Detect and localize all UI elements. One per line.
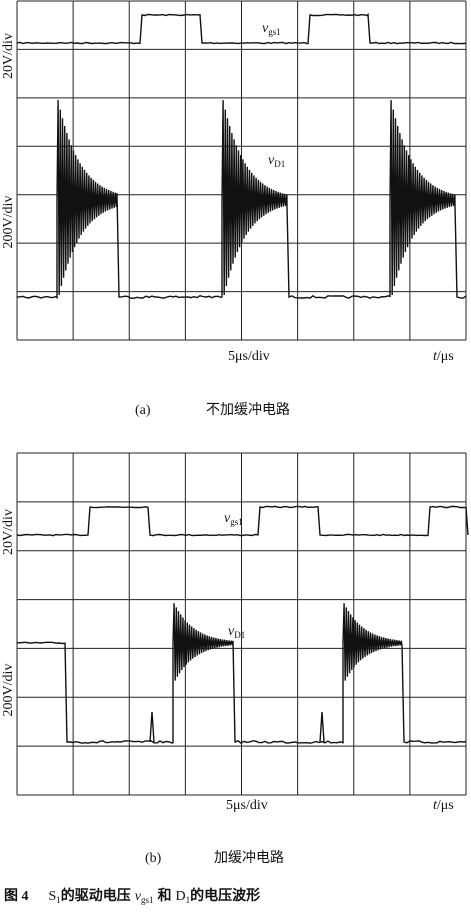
waveform — [16, 603, 467, 745]
y-scale-label: 20V/div — [1, 509, 16, 555]
signal-label: vD1 — [228, 624, 245, 640]
caption-run: 的驱动电压 — [61, 887, 131, 904]
waveforms — [16, 505, 469, 745]
waveform — [16, 505, 469, 537]
unit: /μs — [437, 349, 454, 364]
waveform — [16, 100, 467, 300]
signal-label: vgs1 — [224, 511, 243, 527]
subscript: gs1 — [230, 517, 243, 527]
time-scale: 5μs/div — [228, 349, 270, 364]
caption-run: 和 — [158, 888, 172, 904]
figure-caption: 图 4 S1的驱动电压 vgs1 和 D1的电压波形 — [4, 887, 260, 905]
y-scale-label: 200V/div — [1, 664, 16, 717]
subscript: 1 — [186, 895, 191, 905]
figure-number: 图 4 — [4, 888, 29, 904]
y-scale-label: 200V/div — [1, 196, 16, 249]
unit: /μs — [437, 798, 454, 813]
caption-run: S — [49, 889, 57, 904]
subscript: D1 — [274, 159, 285, 169]
caption-tag: (a) — [135, 403, 151, 418]
symbol: t — [433, 798, 438, 813]
caption: 不加缓冲电路 — [206, 402, 290, 418]
waveforms — [16, 12, 467, 300]
caption-run: v — [135, 889, 142, 904]
caption: 加缓冲电路 — [214, 850, 284, 866]
symbol: t — [433, 349, 438, 364]
symbol: v — [268, 153, 275, 168]
subscript: gs1 — [268, 27, 281, 37]
time-axis-label: t/μs — [433, 349, 454, 364]
scope-grid — [16, 452, 467, 796]
time-scale: 5μs/div — [226, 798, 268, 813]
subscript: gs1 — [141, 895, 154, 905]
y-scale-label: 20V/div — [1, 33, 16, 79]
signal-label: vD1 — [268, 153, 285, 169]
caption-run: 的电压波形 — [190, 887, 260, 904]
subscript: 1 — [56, 895, 61, 905]
caption-tag: (b) — [145, 851, 162, 866]
waveform — [16, 12, 467, 45]
symbol: v — [228, 624, 235, 639]
time-axis-label: t/μs — [433, 798, 454, 813]
symbol: v — [224, 511, 231, 526]
signal-label: vgs1 — [262, 21, 281, 37]
spike — [149, 711, 325, 743]
subscript: D1 — [234, 630, 245, 640]
caption-run: D — [176, 889, 186, 904]
symbol: v — [262, 21, 269, 36]
